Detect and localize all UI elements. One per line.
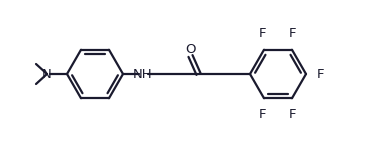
Text: F: F xyxy=(259,108,267,121)
Text: F: F xyxy=(259,27,267,40)
Text: F: F xyxy=(289,108,297,121)
Text: NH: NH xyxy=(133,67,153,81)
Text: O: O xyxy=(185,43,196,55)
Text: F: F xyxy=(317,67,324,81)
Text: F: F xyxy=(289,27,297,40)
Text: N: N xyxy=(42,67,52,81)
